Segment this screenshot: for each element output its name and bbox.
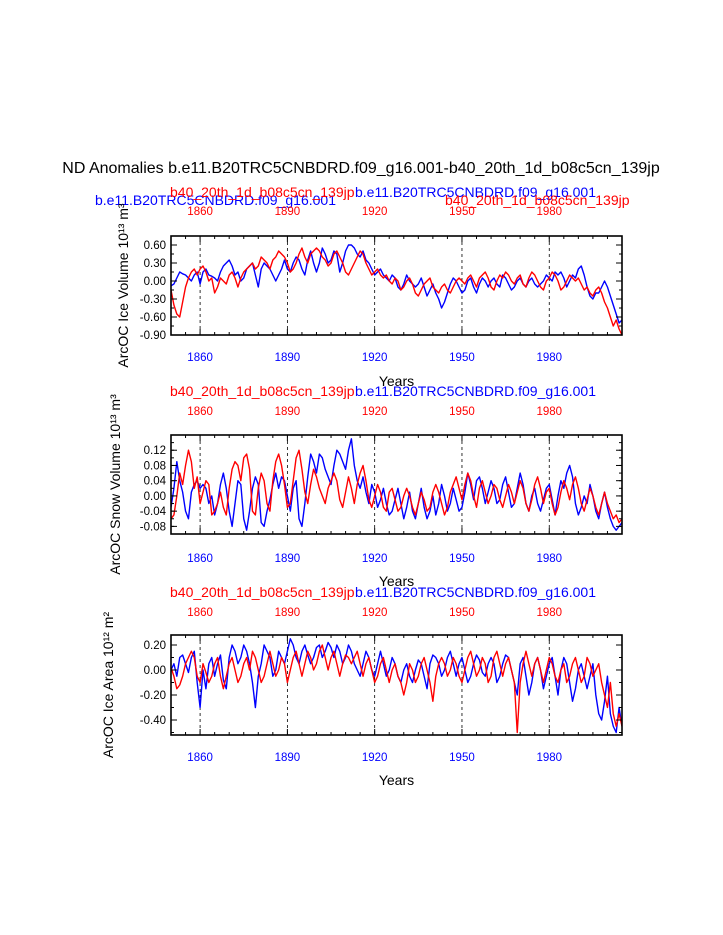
y-tick-label: -0.40 [140, 715, 166, 727]
x-tick-label-top: 1980 [536, 206, 562, 218]
x-tick-label-top: 1920 [362, 406, 388, 418]
series-line-red [171, 247, 622, 335]
x-tick-label: 1860 [187, 553, 213, 565]
x-tick-label-top: 1860 [187, 406, 213, 418]
y-tick-label: -0.04 [140, 506, 167, 518]
series-line-red [171, 449, 622, 524]
panel-3-center-label: b.e11.B20TRC5CNBDRD.f09_g16.001 [355, 584, 596, 600]
x-tick-label-top: 1860 [187, 607, 213, 619]
x-tick-label-top: 1950 [449, 206, 475, 218]
x-tick-label: 1950 [449, 553, 475, 565]
y-tick-label: 0.08 [144, 460, 166, 472]
x-tick-label-top: 1920 [362, 607, 388, 619]
x-tick-label-top: 1980 [536, 406, 562, 418]
x-tick-label-top: 1920 [362, 206, 388, 218]
ice-volume-panel: b.e11.B20TRC5CNBDRD.f09_g16.001 b40_20th… [95, 184, 630, 389]
x-tick-label-top: 1950 [449, 607, 475, 619]
x-tick-label: 1980 [536, 352, 562, 364]
x-tick-label: 1980 [536, 553, 562, 565]
y-axis-label: ArcOC Ice Area 10¹² m² [100, 612, 116, 759]
x-tick-label: 1920 [362, 752, 388, 764]
panel-1-center-label: b.e11.B20TRC5CNBDRD.f09_g16.001 [355, 184, 596, 200]
y-tick-label: 0.00 [144, 491, 166, 503]
x-tick-label-top: 1860 [187, 206, 213, 218]
y-tick-label: 0.60 [144, 240, 166, 252]
y-tick-label: 0.00 [144, 276, 166, 288]
x-tick-label-top: 1890 [275, 607, 301, 619]
y-axis-label: ArcOC Ice Volume 10¹³ m³ [115, 203, 131, 367]
plot-frame [170, 235, 623, 336]
series-line-blue [171, 438, 622, 531]
x-tick-label: 1980 [536, 752, 562, 764]
plot-frame [170, 434, 623, 535]
panel-1-right-label: b40_20th_1d_b08c5cn_139jp [445, 192, 630, 208]
y-tick-label: 0.12 [144, 445, 166, 457]
y-tick-label: 0.00 [144, 665, 166, 677]
snow-volume-panel: b40_20th_1d_b08c5cn_139jp b.e11.B20TRC5C… [107, 383, 623, 589]
panel-2-left-label: b40_20th_1d_b08c5cn_139jp [170, 383, 355, 399]
x-tick-label: 1860 [187, 752, 213, 764]
series-line-red [171, 644, 622, 734]
x-tick-label: 1950 [449, 752, 475, 764]
x-tick-label: 1920 [362, 352, 388, 364]
panel-1-left-label: b.e11.B20TRC5CNBDRD.f09_g16.001 [95, 192, 336, 208]
x-tick-label: 1890 [275, 352, 301, 364]
x-tick-label-top: 1950 [449, 406, 475, 418]
y-tick-label: -0.60 [140, 312, 166, 324]
x-tick-label: 1950 [449, 352, 475, 364]
y-tick-label: -0.08 [140, 521, 166, 533]
x-axis-label: Years [379, 772, 414, 788]
y-tick-label: -0.20 [140, 690, 166, 702]
y-tick-label: -0.30 [140, 294, 166, 306]
x-tick-label-top: 1890 [275, 206, 301, 218]
x-tick-label: 1890 [275, 553, 301, 565]
x-axis-label: Years [379, 573, 414, 589]
x-tick-label: 1920 [362, 553, 388, 565]
y-tick-label: 0.20 [144, 640, 166, 652]
x-tick-label-top: 1890 [275, 406, 301, 418]
y-tick-label: 0.30 [144, 258, 166, 270]
x-axis-label: Years [379, 373, 414, 389]
panel-2-center-label: b.e11.B20TRC5CNBDRD.f09_g16.001 [355, 383, 596, 399]
plot-frame [170, 634, 623, 736]
main-title: ND Anomalies b.e11.B20TRC5CNBDRD.f09_g16… [62, 160, 660, 177]
y-axis-label: ArcOC Snow Volume 10¹³ m³ [107, 394, 123, 575]
x-tick-label: 1860 [187, 352, 213, 364]
panel-3-left-label: b40_20th_1d_b08c5cn_139jp [170, 584, 355, 600]
x-tick-label: 1890 [275, 752, 301, 764]
panel-1-left-upper-label: b40_20th_1d_b08c5cn_139jp [170, 184, 355, 200]
series-line-blue [171, 638, 622, 734]
y-tick-label: 0.04 [144, 476, 167, 488]
ice-area-panel: b40_20th_1d_b08c5cn_139jp b.e11.B20TRC5C… [100, 584, 623, 788]
y-tick-label: -0.90 [140, 330, 166, 342]
x-tick-label-top: 1980 [536, 607, 562, 619]
